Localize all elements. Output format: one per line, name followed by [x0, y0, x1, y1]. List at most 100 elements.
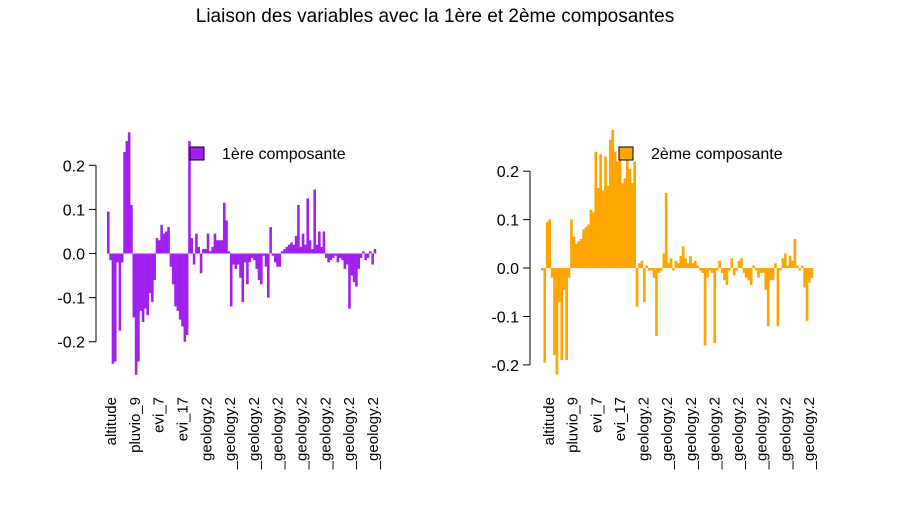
bar-1-111	[810, 268, 814, 278]
bar-1-70	[711, 268, 714, 273]
bar-1-86	[749, 268, 753, 285]
y-tick-label-0: -0.2	[57, 335, 85, 352]
bar-0-18	[148, 253, 152, 294]
x-tick-label-4: geology.2	[198, 397, 215, 461]
bar-1-16	[579, 238, 583, 269]
bar-0-103	[345, 253, 349, 265]
bar-0-24	[162, 233, 166, 254]
bar-0-25	[164, 231, 168, 254]
bar-0-84	[301, 233, 305, 254]
bar-1-65	[698, 268, 702, 271]
bar-1-2	[545, 222, 549, 269]
bar-0-34	[185, 253, 189, 336]
bar-0-19	[151, 253, 154, 303]
bar-1-30	[613, 151, 617, 269]
bar-0-42	[204, 249, 207, 254]
legend-swatch	[189, 146, 205, 161]
bar-0-58	[241, 253, 245, 303]
bar-0-113	[369, 251, 372, 254]
bar-0-43	[206, 233, 210, 254]
bar-1-33	[621, 183, 624, 269]
bar-0-54	[232, 253, 235, 265]
bar-0-40	[199, 253, 203, 274]
bar-0-12	[134, 253, 138, 375]
bar-1-56	[677, 263, 680, 269]
bar-0-8	[125, 141, 129, 254]
bar-0-92	[320, 246, 323, 254]
bar-0-1	[109, 253, 112, 261]
bar-1-27	[606, 185, 610, 269]
x-tick-label-11: _geology.2	[801, 397, 818, 470]
bar-0-61	[248, 253, 252, 263]
x-tick-label-6: _geology.2	[683, 397, 700, 470]
bar-0-37	[192, 253, 196, 265]
bar-1-42	[643, 268, 646, 302]
bar-0-91	[318, 231, 321, 254]
bar-1-55	[674, 260, 678, 269]
x-tick-label-3: evi_17	[175, 397, 192, 441]
bar-0-81	[294, 235, 298, 254]
bar-1-8	[560, 268, 564, 361]
bar-0-104	[348, 253, 351, 309]
bar-1-39	[635, 268, 639, 307]
y-tick-label-3: 0.1	[63, 202, 85, 219]
bar-0-89	[313, 189, 316, 254]
bar-0-80	[292, 244, 296, 254]
bar-0-112	[366, 253, 370, 258]
bar-1-91	[762, 268, 765, 273]
bar-1-73	[718, 260, 721, 269]
bar-0-93	[322, 231, 326, 254]
bar-0-72	[273, 253, 277, 263]
x-tick-label-7: _geology.2	[707, 397, 724, 470]
bar-0-17	[146, 253, 149, 316]
x-tick-label-5: _geology.2	[222, 397, 239, 470]
x-tick-label-9: _geology.2	[754, 397, 771, 470]
bar-1-89	[757, 268, 760, 278]
bar-0-55	[234, 253, 238, 269]
x-tick-label-5: _geology.2	[659, 397, 676, 470]
bar-1-80	[735, 268, 738, 271]
page-title: Liaison des variables avec la 1ère et 2è…	[195, 6, 675, 27]
bar-1-109	[805, 268, 809, 322]
bar-1-110	[808, 268, 811, 283]
bar-0-9	[127, 132, 131, 254]
bar-1-82	[740, 258, 743, 269]
bar-1-5	[553, 268, 556, 356]
bar-1-83	[742, 268, 746, 273]
x-tick-label-0: altitude	[541, 397, 558, 445]
x-tick-label-4: geology.2	[636, 397, 653, 461]
bar-1-51	[664, 192, 668, 269]
y-tick-label-3: 0.1	[497, 213, 519, 230]
bar-0-22	[158, 240, 161, 254]
bar-0-97	[331, 253, 335, 258]
bar-0-13	[137, 253, 140, 362]
bar-1-7	[558, 268, 561, 302]
bar-1-105	[796, 265, 799, 269]
bar-1-36	[628, 168, 632, 269]
bar-1-59	[684, 258, 687, 269]
bar-0-75	[280, 251, 284, 254]
bar-0-51	[225, 220, 228, 254]
bar-0-86	[306, 198, 309, 254]
bar-1-40	[638, 263, 641, 269]
bar-1-38	[633, 161, 636, 269]
bar-0-70	[269, 227, 272, 254]
bar-1-71	[713, 268, 717, 344]
y-tick-label-1: -0.1	[491, 309, 519, 326]
bar-0-16	[144, 253, 147, 309]
bar-0-36	[190, 238, 194, 254]
bar-0-27	[169, 253, 173, 267]
bar-0-105	[350, 253, 354, 276]
bar-0-101	[341, 253, 344, 261]
bar-1-29	[611, 130, 615, 269]
bar-1-68	[706, 268, 709, 278]
bar-1-76	[725, 268, 729, 285]
bar-1-61	[689, 255, 692, 269]
bar-1-35	[626, 154, 629, 269]
bar-1-53	[669, 258, 673, 269]
bar-1-41	[640, 260, 644, 269]
bar-0-26	[167, 227, 170, 254]
bar-0-44	[209, 251, 212, 254]
bar-1-52	[667, 263, 670, 269]
bar-0-28	[171, 253, 175, 285]
